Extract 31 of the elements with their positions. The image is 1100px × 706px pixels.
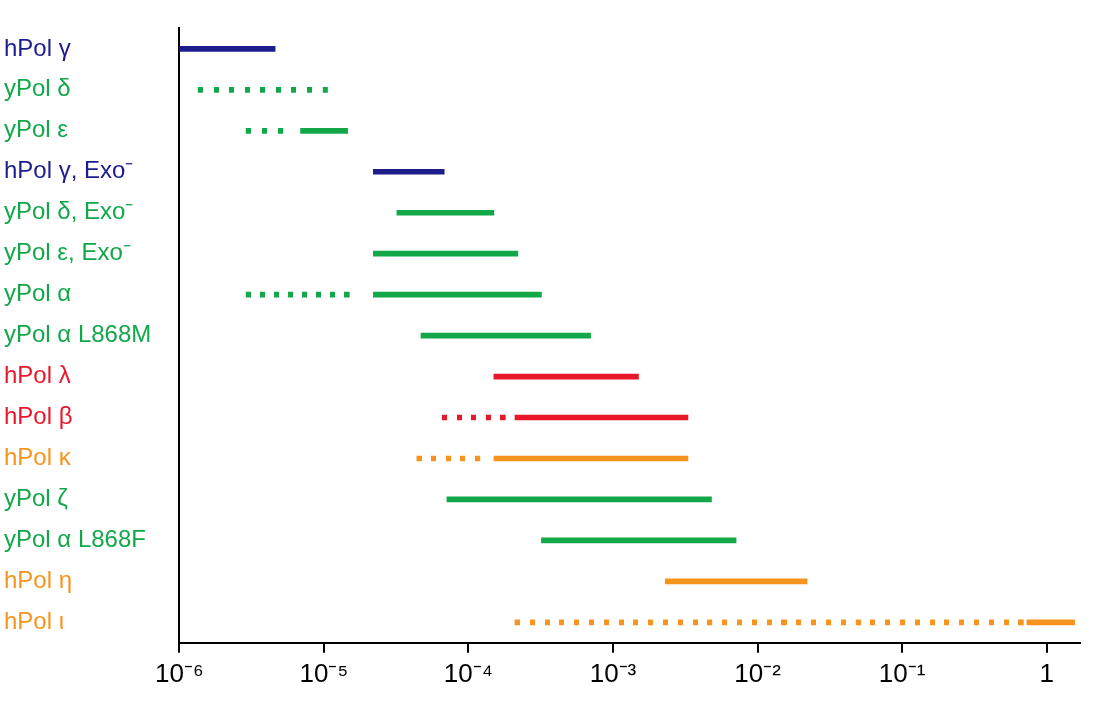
bar (514, 619, 1024, 626)
y-tick-label: hPol λ (4, 361, 71, 389)
bar (373, 168, 445, 175)
y-tick-label: yPol ε (4, 115, 69, 143)
x-tick-label: 10⁻⁴ (443, 657, 493, 688)
x-tick-label: 10⁻⁶ (154, 657, 204, 688)
x-tick-label: 10⁻¹ (878, 657, 926, 688)
y-tick-label: yPol α L868F (4, 525, 146, 553)
x-tick-label: 10⁻⁵ (299, 657, 349, 688)
bar (300, 127, 348, 134)
bar (396, 209, 495, 216)
y-tick-label: yPol δ, Exo⁻ (4, 197, 134, 225)
y-tick-label: yPol ε, Exo⁻ (4, 238, 131, 266)
bar (179, 46, 276, 52)
y-tick-label: hPol ι (4, 606, 65, 634)
bar (197, 87, 328, 93)
bar (245, 127, 284, 134)
y-tick-label: hPol γ, Exo⁻ (4, 156, 134, 184)
y-tick-label: yPol δ (4, 74, 71, 102)
y-tick-label: hPol β (4, 402, 73, 430)
x-tick-label: 10⁻² (734, 657, 782, 688)
y-tick-label: hPol γ (4, 33, 71, 61)
y-tick-label: yPol α L868M (4, 320, 152, 348)
y-tick-label: yPol α (4, 279, 72, 307)
bar (373, 250, 519, 257)
y-tick-label: yPol ζ (4, 484, 69, 512)
x-tick-label: 1 (1039, 657, 1054, 688)
x-tick-label: 10⁻³ (589, 657, 637, 688)
bar (1026, 619, 1075, 626)
y-tick-label: hPol κ (4, 443, 72, 471)
y-tick-label: hPol η (4, 565, 73, 593)
